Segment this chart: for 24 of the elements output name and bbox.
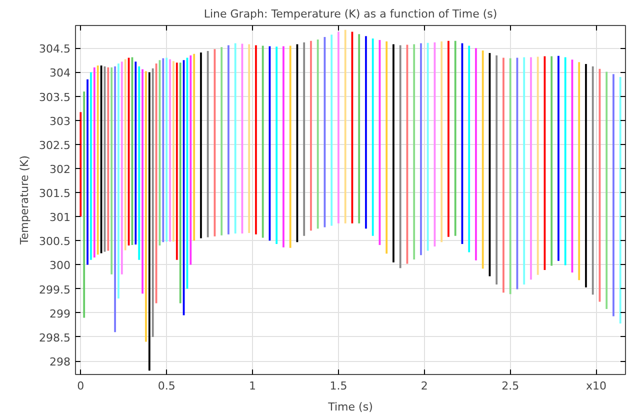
y-tick-label: 304 [50,66,71,80]
y-tick-label: 299.5 [39,283,71,296]
x-tick-label: 1 [249,380,256,392]
y-tick-label: 304.5 [39,42,71,56]
x-tick-label: 1.5 [330,380,348,392]
y-axis-title: Temperature (K) [18,156,32,246]
x-tick-label: 2 [420,380,428,392]
y-tick-label: 299 [50,307,71,320]
y-tick-label: 300 [50,259,71,272]
y-tick-label: 302.5 [39,138,71,152]
y-tick-label: 302 [50,162,71,176]
x-axis-title: Time (s) [327,400,373,414]
y-tick-label: 298 [50,356,71,369]
y-tick-label: 303.5 [39,90,71,104]
x-tick-label: 2.5 [502,380,520,392]
x-tick-label: 0 [77,380,84,392]
y-tick-label: 300.5 [39,235,71,248]
y-tick-label: 301.5 [39,187,71,200]
x-tick-label: 0.5 [158,380,176,392]
x-tick-label: x10 [586,380,607,392]
y-tick-label: 298.5 [39,331,71,344]
y-tick-label: 303 [50,114,71,128]
chart-title: Line Graph: Temperature (K) as a function of Time (s) [204,8,498,20]
y-tick-label: 301 [50,211,71,224]
